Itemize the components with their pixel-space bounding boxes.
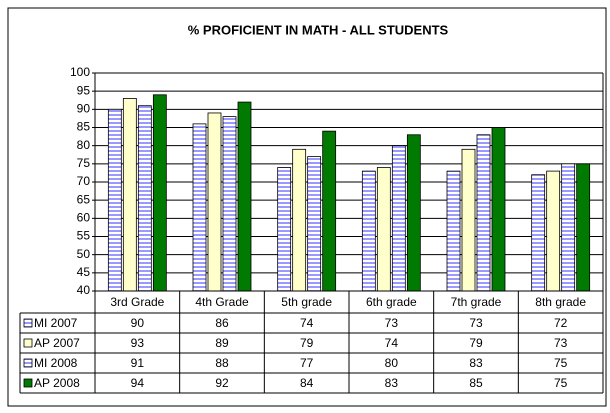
bar — [576, 163, 591, 292]
y-tick-label: 70 — [77, 174, 91, 188]
bar — [446, 170, 461, 292]
table-value: 83 — [385, 376, 399, 390]
table-value: 74 — [385, 336, 399, 350]
y-tick-label: 95 — [77, 83, 91, 97]
legend-swatch — [23, 378, 33, 388]
table-value: 91 — [131, 356, 145, 370]
bar — [122, 98, 137, 292]
bar — [152, 94, 167, 292]
legend-label: AP 2008 — [34, 376, 80, 390]
table-value: 79 — [300, 336, 314, 350]
bar — [137, 105, 152, 292]
bar — [531, 174, 546, 292]
table-value: 75 — [554, 376, 568, 390]
bar — [192, 123, 207, 292]
table-value: 89 — [215, 336, 229, 350]
chart-title: % PROFICIENT IN MATH - ALL STUDENTS — [188, 22, 449, 37]
y-tick-label: 75 — [77, 156, 91, 170]
y-tick-label: 40 — [77, 283, 91, 297]
table-value: 90 — [131, 316, 145, 330]
bar — [207, 112, 222, 292]
chart-border — [7, 7, 607, 407]
table-value: 75 — [554, 356, 568, 370]
bar — [546, 170, 561, 292]
table-value: 85 — [469, 376, 483, 390]
table-value: 92 — [215, 376, 229, 390]
bar — [376, 167, 391, 292]
bar — [391, 145, 406, 292]
bar — [307, 156, 322, 292]
table-value: 88 — [215, 356, 229, 370]
legend-label: MI 2007 — [34, 316, 78, 330]
x-tick-label: 8th grade — [535, 295, 586, 309]
bar — [491, 127, 506, 292]
bar — [361, 170, 376, 292]
table-value: 72 — [554, 316, 568, 330]
bar — [292, 148, 307, 292]
table-value: 83 — [469, 356, 483, 370]
y-tick-label: 100 — [70, 65, 90, 79]
bar — [107, 108, 122, 292]
x-tick-label: 4th Grade — [195, 295, 249, 309]
y-tick-label: 90 — [77, 102, 91, 116]
table-value: 84 — [300, 376, 314, 390]
bar — [277, 167, 292, 292]
bar — [222, 116, 237, 292]
table-value: 73 — [554, 336, 568, 350]
x-tick-label: 5th grade — [281, 295, 332, 309]
legend-label: MI 2008 — [34, 356, 78, 370]
x-tick-label: 3rd Grade — [110, 295, 164, 309]
legend-swatch — [23, 318, 33, 328]
table-value: 74 — [300, 316, 314, 330]
y-tick-label: 85 — [77, 120, 91, 134]
bar — [322, 130, 337, 292]
table-value: 77 — [300, 356, 314, 370]
table-value: 86 — [215, 316, 229, 330]
table-value: 79 — [469, 336, 483, 350]
legend-label: AP 2007 — [34, 336, 80, 350]
bar — [461, 148, 476, 292]
table-value: 73 — [469, 316, 483, 330]
y-tick-label: 60 — [77, 211, 91, 225]
y-tick-label: 45 — [77, 265, 91, 279]
y-tick-label: 80 — [77, 138, 91, 152]
x-tick-label: 7th grade — [451, 295, 502, 309]
table-value: 94 — [131, 376, 145, 390]
bar — [406, 134, 421, 292]
legend-swatch — [23, 358, 33, 368]
x-tick-label: 6th grade — [366, 295, 417, 309]
table-value: 73 — [385, 316, 399, 330]
table-value: 80 — [385, 356, 399, 370]
y-tick-label: 50 — [77, 247, 91, 261]
table-value: 93 — [131, 336, 145, 350]
y-tick-label: 65 — [77, 192, 91, 206]
bar — [237, 101, 252, 292]
bar — [561, 163, 576, 292]
y-tick-label: 55 — [77, 229, 91, 243]
bar — [476, 134, 491, 292]
legend-swatch — [23, 338, 33, 348]
